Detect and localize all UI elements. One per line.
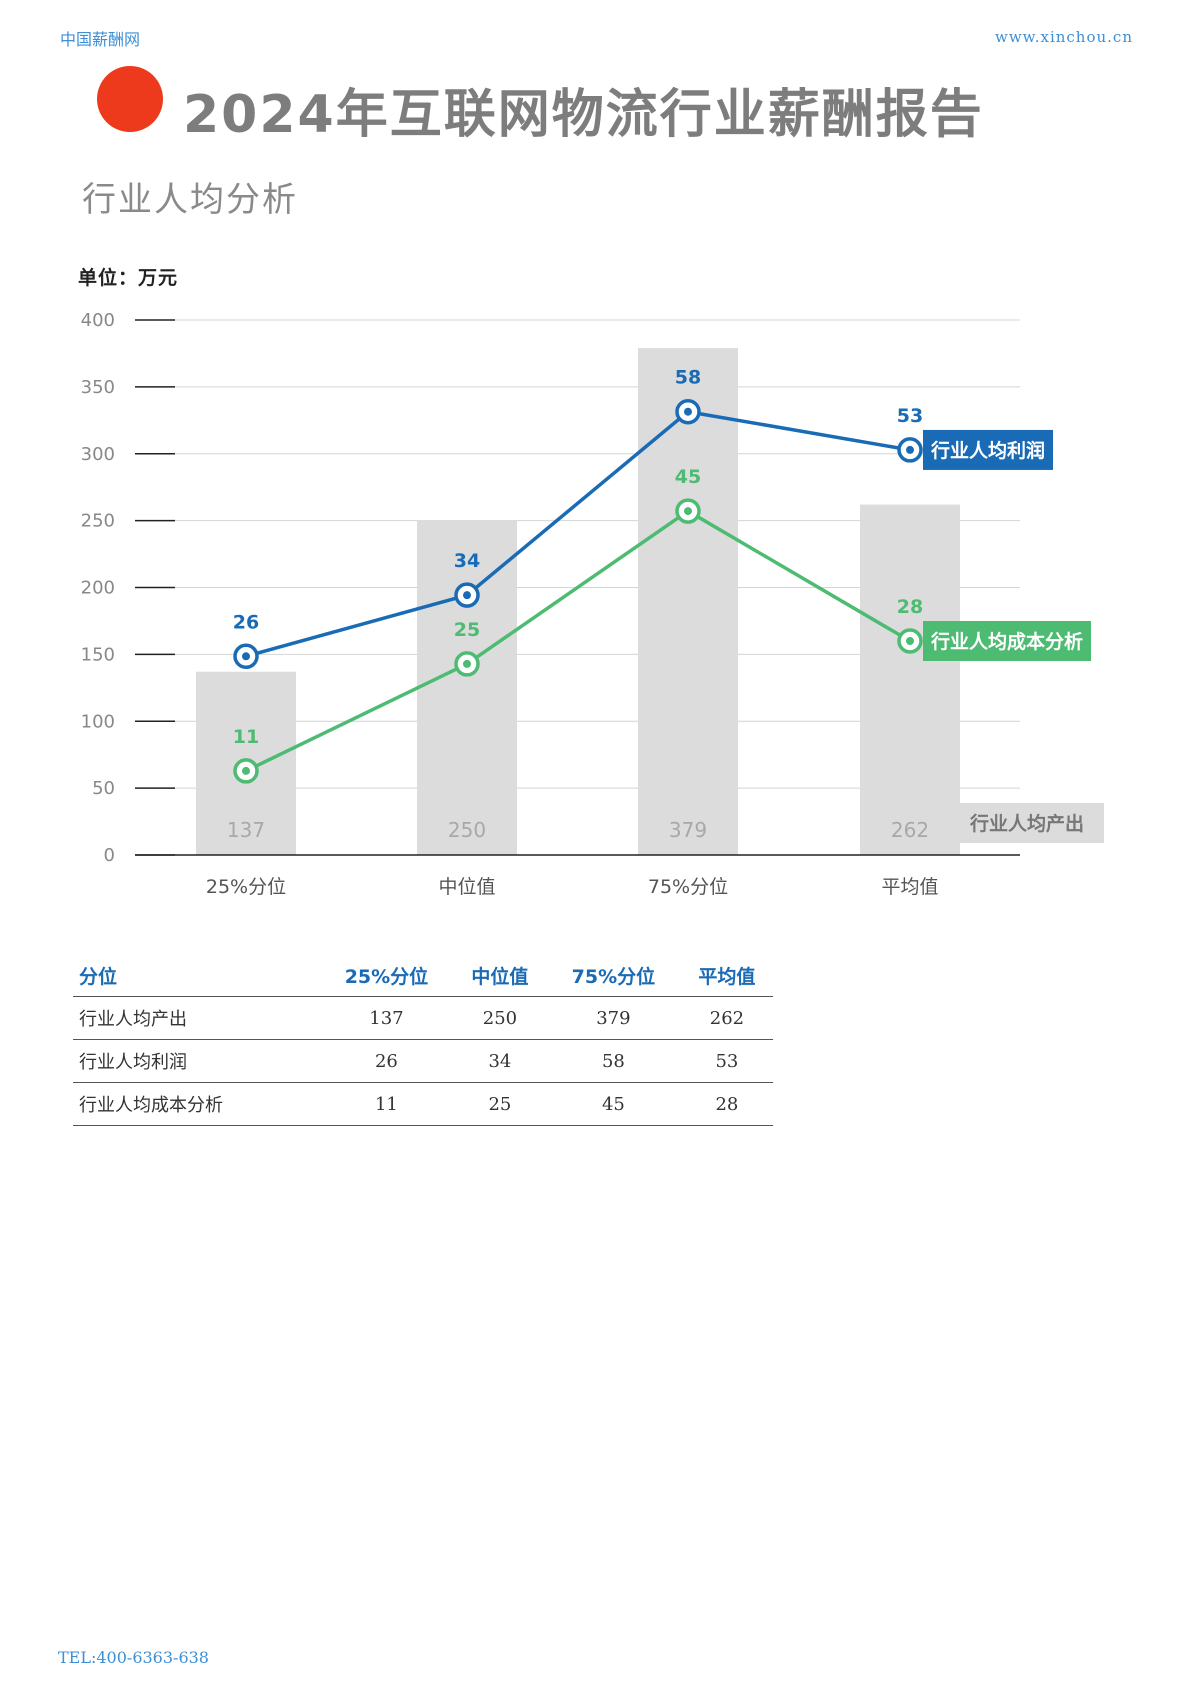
x-tick-label: 75%分位 bbox=[648, 876, 728, 898]
data-point-center bbox=[684, 407, 692, 416]
y-tick-label: 150 bbox=[81, 644, 115, 665]
data-label: 26 bbox=[233, 611, 259, 633]
table-row-label: 行业人均成本分析 bbox=[73, 1082, 319, 1126]
bar bbox=[860, 504, 960, 855]
y-axis: 0 50 100 150 200 250 300 350 400 bbox=[81, 310, 175, 866]
series-tag-label: 行业人均利润 bbox=[930, 439, 1045, 462]
data-label: 58 bbox=[675, 367, 701, 389]
data-label: 25 bbox=[454, 619, 480, 641]
footer-phone[interactable]: TEL:400-6363-638 bbox=[58, 1648, 209, 1667]
series-tag-box bbox=[923, 429, 1053, 470]
data-point-center bbox=[684, 507, 692, 516]
table-row: 行业人均产出 137 250 379 262 bbox=[73, 996, 773, 1040]
table-cell: 53 bbox=[680, 1039, 773, 1083]
series-line bbox=[245, 409, 911, 658]
line-series: 26 34 58 53 11 25 45 28 bbox=[233, 367, 923, 784]
table-row: 行业人均利润 26 34 58 53 bbox=[73, 1039, 773, 1083]
x-tick-label: 25%分位 bbox=[206, 876, 286, 898]
table-header-cell: 25%分位 bbox=[319, 955, 454, 997]
data-point-center bbox=[242, 652, 250, 661]
y-tick-label: 250 bbox=[81, 511, 115, 532]
series-tag-box bbox=[923, 621, 1091, 661]
data-label: 45 bbox=[675, 466, 701, 488]
y-tick-label: 100 bbox=[81, 711, 115, 732]
bar-value-label: 262 bbox=[891, 818, 929, 842]
series-tag-box bbox=[960, 803, 1104, 843]
table-header-cell: 分位 bbox=[73, 955, 319, 997]
table-cell: 25 bbox=[453, 1082, 546, 1126]
table-header-cell: 中位值 bbox=[453, 955, 546, 997]
y-tick-label: 0 bbox=[104, 845, 115, 866]
table-cell: 26 bbox=[319, 1039, 454, 1083]
site-name[interactable]: 中国薪酬网 bbox=[60, 30, 141, 49]
series-tag-label: 行业人均成本分析 bbox=[930, 630, 1083, 653]
y-tick-label: 350 bbox=[81, 377, 115, 398]
table-cell: 45 bbox=[545, 1082, 681, 1126]
table-cell: 34 bbox=[453, 1039, 546, 1083]
table-row-label: 行业人均利润 bbox=[73, 1039, 319, 1083]
table-row-label: 行业人均产出 bbox=[73, 996, 319, 1040]
data-label: 28 bbox=[897, 596, 923, 618]
data-point-center bbox=[906, 445, 914, 454]
data-point-center bbox=[906, 637, 914, 645]
y-tick-label: 200 bbox=[81, 578, 115, 599]
table-cell: 137 bbox=[319, 996, 454, 1040]
bar-value-label: 379 bbox=[669, 818, 707, 842]
bar-value-label: 137 bbox=[227, 818, 265, 842]
data-point-center bbox=[463, 659, 471, 668]
y-tick-label: 400 bbox=[81, 310, 115, 331]
data-table: 分位 25%分位 中位值 75%分位 平均值 行业人均产出 137 250 37… bbox=[73, 955, 773, 1126]
x-tick-label: 中位值 bbox=[438, 876, 495, 898]
table-cell: 250 bbox=[453, 996, 546, 1040]
y-tick-label: 50 bbox=[92, 778, 115, 799]
table-row: 行业人均成本分析 11 25 45 28 bbox=[73, 1082, 773, 1126]
combo-chart: 0 50 100 150 200 250 300 350 400 137 250 379 262 25… bbox=[81, 310, 1104, 898]
page-title: 2024年互联网物流行业薪酬报告 bbox=[183, 85, 984, 145]
bar bbox=[417, 520, 517, 855]
x-tick-label: 平均值 bbox=[881, 876, 938, 898]
unit-label: 单位：万元 bbox=[78, 267, 179, 289]
x-axis: 25%分位 中位值 75%分位 平均值 bbox=[135, 854, 1020, 898]
bar-value-label: 250 bbox=[448, 818, 486, 842]
site-url[interactable]: www.xinchou.cn bbox=[994, 28, 1133, 46]
table-header-cell: 75%分位 bbox=[545, 955, 681, 997]
table-header-row: 分位 25%分位 中位值 75%分位 平均值 bbox=[73, 955, 773, 997]
table-cell: 28 bbox=[680, 1082, 773, 1126]
data-label: 11 bbox=[233, 726, 259, 748]
table-cell: 262 bbox=[680, 996, 773, 1040]
title-bullet-icon bbox=[97, 66, 163, 132]
y-tick-label: 300 bbox=[81, 444, 115, 465]
bar-series: 137 250 379 262 bbox=[196, 348, 960, 855]
table-cell: 11 bbox=[319, 1082, 454, 1126]
data-label: 34 bbox=[454, 550, 480, 572]
section-subtitle: 行业人均分析 bbox=[82, 180, 298, 220]
series-tag-label: 行业人均产出 bbox=[969, 812, 1084, 835]
table-cell: 58 bbox=[545, 1039, 681, 1083]
bar bbox=[638, 348, 738, 855]
table-header-cell: 平均值 bbox=[680, 955, 773, 997]
data-point-center bbox=[463, 591, 471, 600]
series-line bbox=[245, 509, 911, 773]
table-cell: 379 bbox=[545, 996, 681, 1040]
data-label: 53 bbox=[897, 405, 923, 427]
data-point-center bbox=[242, 766, 250, 775]
